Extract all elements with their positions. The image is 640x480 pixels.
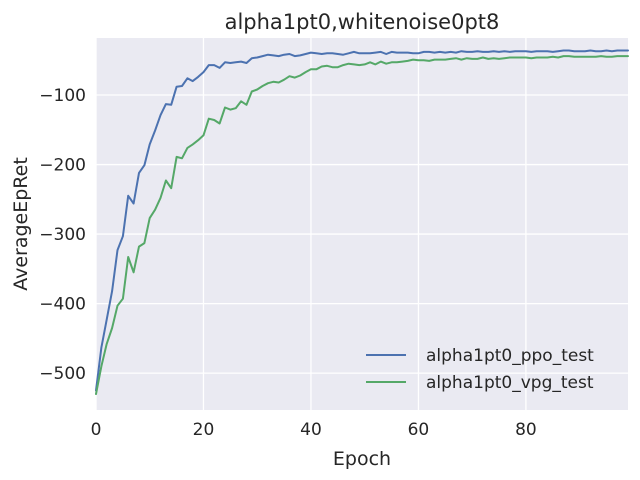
y-tick-label: −200	[39, 156, 86, 176]
chart-title: alpha1pt0,whitenoise0pt8	[225, 10, 500, 34]
x-tick-label: 60	[408, 420, 430, 440]
legend-label: alpha1pt0_ppo_test	[426, 346, 594, 366]
x-tick-label: 20	[193, 420, 215, 440]
y-tick-label: −400	[39, 295, 86, 315]
legend: alpha1pt0_ppo_test alpha1pt0_vpg_test	[366, 346, 594, 393]
y-tick-label: −100	[39, 86, 86, 106]
legend-label: alpha1pt0_vpg_test	[426, 373, 594, 393]
series-lines	[95, 49, 629, 395]
x-tick-label: 80	[515, 420, 537, 440]
y-tick-label: −500	[39, 364, 86, 384]
x-tick-label: 40	[300, 420, 322, 440]
x-axis-label: Epoch	[333, 448, 391, 470]
y-axis-label: AverageEpRet	[10, 157, 32, 291]
y-tick-label: −300	[39, 225, 86, 245]
series-line	[95, 49, 629, 392]
plot-area	[96, 38, 628, 410]
x-tick-label: 0	[91, 420, 102, 440]
series-line	[95, 55, 629, 395]
grid	[95, 38, 628, 410]
tick-labels: 0 20 40 60 80 −500 −400 −300 −200 −100	[39, 86, 536, 440]
